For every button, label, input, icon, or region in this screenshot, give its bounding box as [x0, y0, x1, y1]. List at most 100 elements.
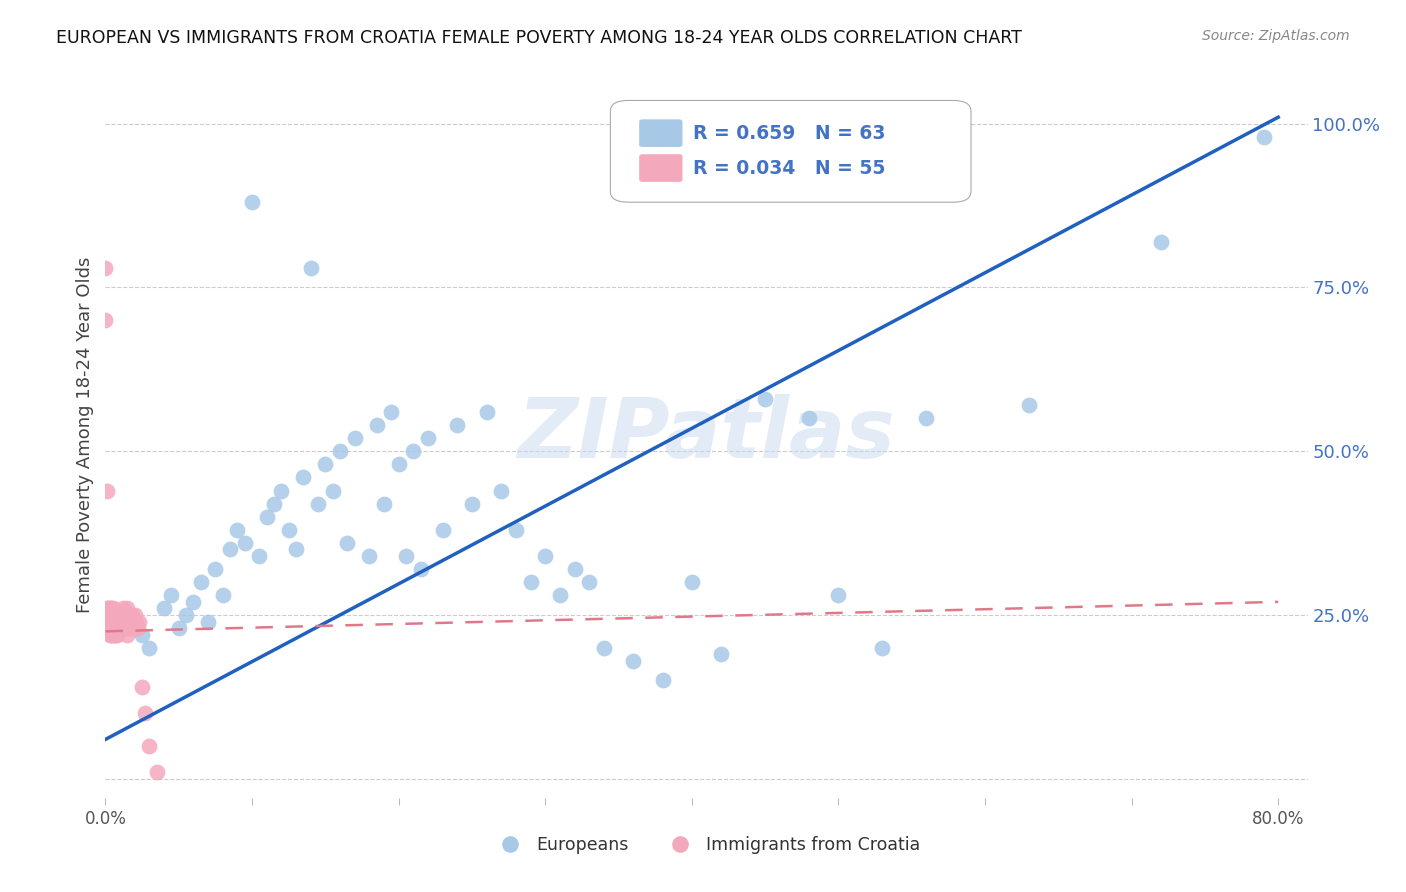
Point [118, 621, 141, 635]
Point [98, 627, 121, 641]
Point [219, 542, 242, 557]
Point [681, 575, 703, 590]
Point [247, 549, 270, 563]
Point [96, 601, 118, 615]
Point [754, 392, 776, 406]
Legend: Europeans, Immigrants from Croatia: Europeans, Immigrants from Croatia [485, 829, 928, 861]
Point [104, 607, 127, 622]
Text: R = 0.659   N = 63: R = 0.659 N = 63 [693, 124, 886, 143]
Point [97, 601, 120, 615]
Point [329, 444, 352, 458]
Point [114, 607, 136, 622]
Point [373, 497, 395, 511]
Point [402, 444, 425, 458]
Point [395, 549, 418, 563]
Point [1253, 129, 1275, 144]
Point [1018, 398, 1040, 412]
Point [121, 621, 143, 635]
Text: Source: ZipAtlas.com: Source: ZipAtlas.com [1202, 29, 1350, 43]
Point [197, 615, 219, 629]
Point [292, 470, 315, 484]
Point [134, 706, 156, 721]
Point [211, 588, 233, 602]
Point [115, 607, 138, 622]
Point [160, 588, 183, 602]
Point [827, 588, 849, 602]
Point [108, 607, 131, 622]
Point [593, 640, 616, 655]
Point [226, 523, 249, 537]
Point [336, 536, 359, 550]
Point [101, 601, 124, 615]
Point [118, 607, 141, 622]
Point [240, 195, 263, 210]
Point [121, 607, 143, 622]
Point [103, 615, 125, 629]
Point [120, 607, 142, 622]
Point [114, 621, 136, 635]
Point [277, 523, 299, 537]
Point [101, 627, 124, 641]
Point [534, 549, 557, 563]
Point [107, 607, 129, 622]
Point [461, 497, 484, 511]
Point [94, 260, 117, 275]
Point [519, 575, 541, 590]
Point [103, 607, 125, 622]
Point [101, 615, 124, 629]
Point [343, 431, 366, 445]
Point [110, 621, 132, 635]
Point [915, 411, 938, 425]
Text: EUROPEAN VS IMMIGRANTS FROM CROATIA FEMALE POVERTY AMONG 18-24 YEAR OLDS CORRELA: EUROPEAN VS IMMIGRANTS FROM CROATIA FEMA… [56, 29, 1022, 46]
Point [104, 621, 127, 635]
Point [872, 640, 894, 655]
Point [127, 621, 149, 635]
Point [491, 483, 513, 498]
FancyBboxPatch shape [610, 101, 972, 202]
Point [138, 739, 160, 753]
Point [190, 575, 212, 590]
Point [285, 542, 308, 557]
Point [104, 627, 127, 641]
Y-axis label: Female Poverty Among 18-24 Year Olds: Female Poverty Among 18-24 Year Olds [76, 257, 94, 613]
Point [100, 601, 122, 615]
Point [125, 615, 148, 629]
Point [366, 417, 388, 432]
Point [108, 621, 131, 635]
Point [174, 607, 197, 622]
Point [167, 621, 190, 635]
Point [131, 680, 153, 694]
Point [117, 627, 139, 641]
Point [446, 417, 468, 432]
Point [94, 313, 117, 327]
Point [548, 588, 571, 602]
Point [124, 607, 146, 622]
Point [651, 673, 673, 688]
Point [710, 647, 733, 661]
Point [117, 615, 139, 629]
FancyBboxPatch shape [640, 120, 682, 147]
Point [380, 405, 402, 419]
Point [124, 621, 146, 635]
Point [100, 615, 122, 629]
Point [100, 627, 122, 641]
Point [122, 615, 145, 629]
Point [112, 615, 135, 629]
Point [270, 483, 292, 498]
FancyBboxPatch shape [640, 154, 682, 182]
Point [183, 595, 205, 609]
Point [409, 562, 432, 576]
Point [432, 523, 454, 537]
Point [578, 575, 600, 590]
Point [475, 405, 498, 419]
Point [105, 607, 128, 622]
Point [107, 621, 129, 635]
Point [98, 601, 121, 615]
Point [1150, 235, 1173, 249]
Point [388, 458, 411, 472]
Point [105, 627, 128, 641]
Point [299, 260, 322, 275]
Point [416, 431, 439, 445]
Point [128, 615, 150, 629]
Point [233, 536, 256, 550]
